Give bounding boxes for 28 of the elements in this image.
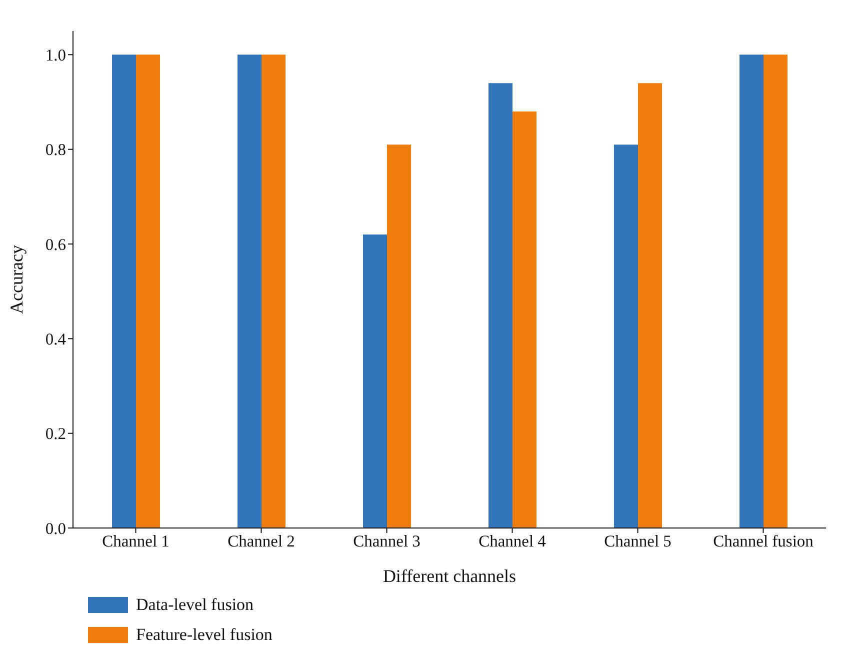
x-tick-label: Channel 5 [604,532,672,551]
x-tick-label: Channel 1 [102,532,170,551]
bar [512,111,536,528]
bar [262,54,286,528]
x-axis-title: Different channels [382,566,516,586]
x-tick-label: Channel 2 [228,532,295,551]
x-tick-label: Channel fusion [713,532,814,551]
y-tick-label: 0.0 [45,518,66,538]
x-tick-label: Channel 3 [353,532,420,551]
y-tick-label: 1.0 [45,46,66,65]
bar [363,234,387,528]
bar [387,144,411,528]
x-tick-label: Channel 4 [478,532,546,551]
legend-label: Feature-level fusion [136,625,272,645]
bar [136,54,160,528]
bar [764,54,788,528]
bar [740,54,764,528]
bar [238,54,262,528]
y-tick-label: 0.2 [45,424,66,444]
bar [112,54,136,528]
y-tick-label: 0.8 [45,140,66,160]
bar [614,144,638,528]
bar [638,83,662,528]
legend-label: Data-level fusion [136,595,254,615]
y-axis-title: Accuracy [6,245,26,314]
bar [488,83,512,528]
y-tick-label: 0.6 [45,234,66,254]
y-tick-label: 0.4 [45,330,66,349]
